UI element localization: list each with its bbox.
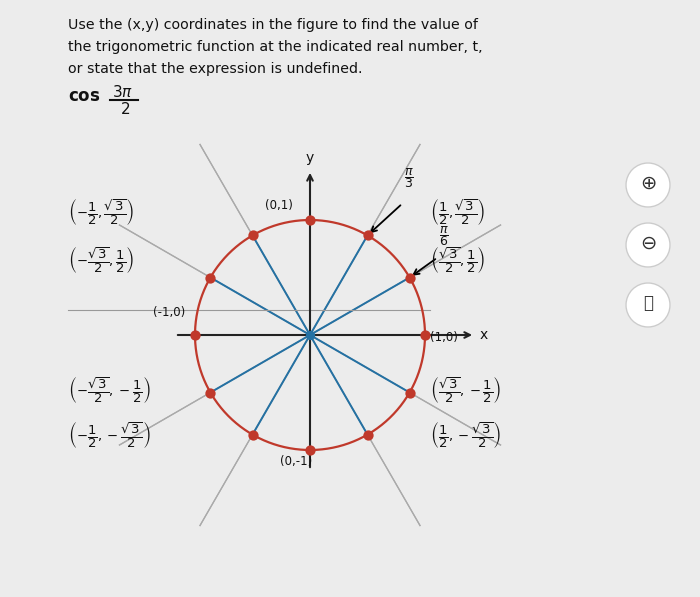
Point	[247, 230, 258, 240]
Text: $\left(\dfrac{\sqrt{3}}{2},\dfrac{1}{2}\right)$: $\left(\dfrac{\sqrt{3}}{2},\dfrac{1}{2}\…	[430, 245, 485, 275]
Text: $\left(-\dfrac{1}{2},\dfrac{\sqrt{3}}{2}\right)$: $\left(-\dfrac{1}{2},\dfrac{\sqrt{3}}{2}…	[68, 197, 134, 227]
Text: $\left(-\dfrac{1}{2},-\dfrac{\sqrt{3}}{2}\right)$: $\left(-\dfrac{1}{2},-\dfrac{\sqrt{3}}{2…	[68, 420, 150, 450]
Text: $\bf{cos}$: $\bf{cos}$	[68, 87, 100, 105]
Text: $\oplus$: $\oplus$	[640, 174, 657, 192]
Point	[362, 430, 373, 439]
Text: the trigonometric function at the indicated real number, t,: the trigonometric function at the indica…	[68, 40, 482, 54]
Point	[419, 330, 430, 340]
Text: $\left(-\dfrac{\sqrt{3}}{2},-\dfrac{1}{2}\right)$: $\left(-\dfrac{\sqrt{3}}{2},-\dfrac{1}{2…	[68, 375, 150, 405]
Text: ⧉: ⧉	[643, 294, 653, 312]
Text: y: y	[306, 151, 314, 165]
Text: or state that the expression is undefined.: or state that the expression is undefine…	[68, 62, 363, 76]
Circle shape	[626, 283, 670, 327]
Text: $2$: $2$	[120, 101, 130, 117]
Text: (0,1): (0,1)	[265, 199, 293, 212]
Text: $\left(\dfrac{\sqrt{3}}{2},-\dfrac{1}{2}\right)$: $\left(\dfrac{\sqrt{3}}{2},-\dfrac{1}{2}…	[430, 375, 501, 405]
Text: $\left(\dfrac{1}{2},\dfrac{\sqrt{3}}{2}\right)$: $\left(\dfrac{1}{2},\dfrac{\sqrt{3}}{2}\…	[430, 197, 485, 227]
Point	[304, 330, 316, 340]
Point	[304, 445, 316, 455]
Text: x: x	[480, 328, 489, 342]
Text: $3\pi$: $3\pi$	[112, 84, 133, 100]
Point	[362, 230, 373, 240]
Point	[404, 387, 415, 397]
Point	[190, 330, 201, 340]
Text: $\left(\dfrac{1}{2},-\dfrac{\sqrt{3}}{2}\right)$: $\left(\dfrac{1}{2},-\dfrac{\sqrt{3}}{2}…	[430, 420, 501, 450]
Text: $\left(-\dfrac{\sqrt{3}}{2},\dfrac{1}{2}\right)$: $\left(-\dfrac{\sqrt{3}}{2},\dfrac{1}{2}…	[68, 245, 134, 275]
Text: (-1,0): (-1,0)	[153, 306, 185, 319]
Text: $\dfrac{\pi}{6}$: $\dfrac{\pi}{6}$	[439, 224, 449, 248]
Text: Use the (x,y) coordinates in the figure to find the value of: Use the (x,y) coordinates in the figure …	[68, 18, 478, 32]
Point	[205, 387, 216, 397]
Circle shape	[626, 223, 670, 267]
Text: $\ominus$: $\ominus$	[640, 233, 657, 253]
Point	[404, 273, 415, 282]
Circle shape	[626, 163, 670, 207]
Text: $\dfrac{\pi}{3}$: $\dfrac{\pi}{3}$	[403, 167, 414, 190]
Point	[304, 216, 316, 225]
Point	[205, 273, 216, 282]
Text: (1,0): (1,0)	[430, 331, 458, 343]
Point	[247, 430, 258, 439]
Text: (0,-1): (0,-1)	[280, 455, 312, 468]
